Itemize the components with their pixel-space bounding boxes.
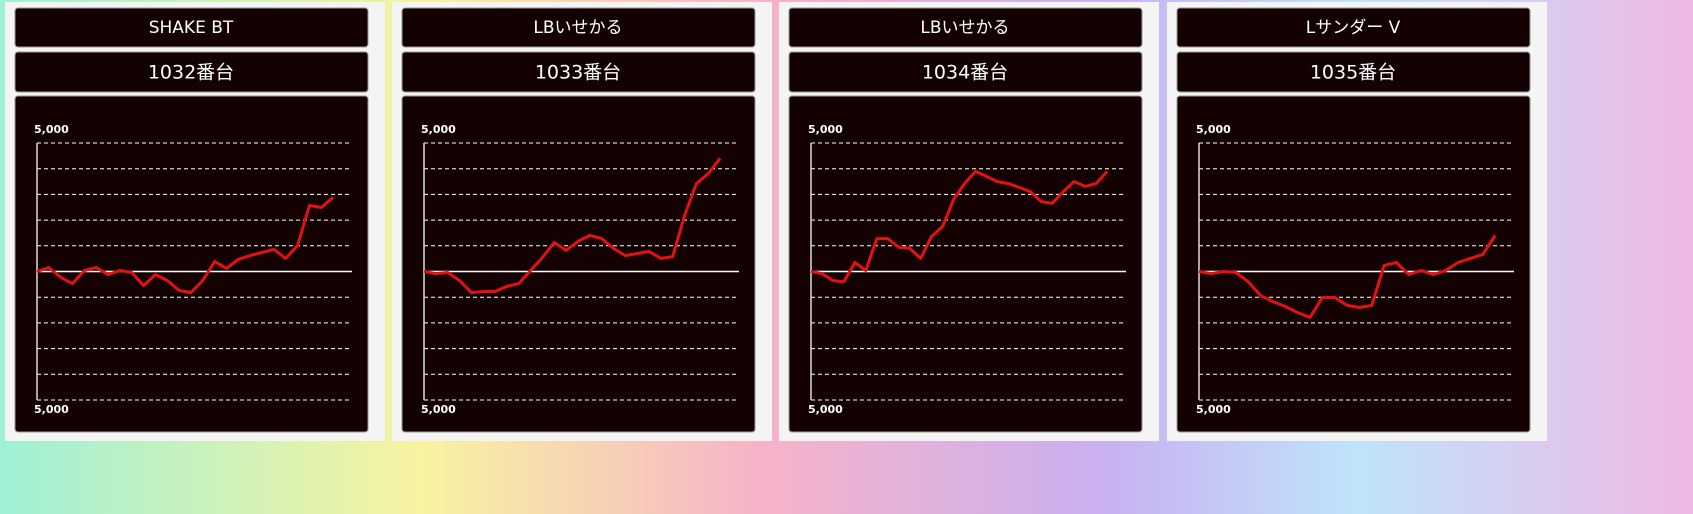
data-line <box>36 196 335 295</box>
machine-panel: SHAKE BT 1032番台 5,000 5,000 <box>5 2 385 441</box>
machine-panel: Lサンダー V 1035番台 5,000 5,000 <box>1167 2 1547 441</box>
subtitle-bar <box>14 51 369 93</box>
data-line <box>423 157 722 295</box>
y-tick-label: 5,000 <box>1196 123 1231 136</box>
title-bar <box>14 7 369 48</box>
chart-area <box>14 95 369 433</box>
y-tick-label: 5,000 <box>34 403 69 416</box>
machine-name: Lサンダー V <box>1306 18 1401 38</box>
machine-panel: LBいせかる 1034番台 5,000 5,000 <box>779 2 1159 441</box>
y-tick-label: 5,000 <box>808 403 843 416</box>
unit-number: 1034番台 <box>922 62 1008 84</box>
machine-name: LBいせかる <box>533 18 622 38</box>
y-tick-label: 5,000 <box>808 123 843 136</box>
title-bar <box>788 7 1143 48</box>
machine-name: LBいせかる <box>920 18 1009 38</box>
subtitle-bar <box>1176 51 1531 93</box>
subtitle-bar <box>788 51 1143 93</box>
chart-area <box>401 95 756 433</box>
unit-number: 1032番台 <box>148 62 234 84</box>
machine-panel: LBいせかる 1033番台 5,000 5,000 <box>392 2 772 441</box>
unit-number: 1035番台 <box>1310 62 1396 84</box>
title-bar <box>401 7 756 48</box>
chart-area <box>1176 95 1531 433</box>
title-bar <box>1176 7 1531 48</box>
machine-name: SHAKE BT <box>149 18 234 38</box>
chart-area <box>788 95 1143 433</box>
y-tick-label: 5,000 <box>421 123 456 136</box>
subtitle-bar <box>401 51 756 93</box>
data-line <box>1198 234 1497 319</box>
unit-number: 1033番台 <box>535 62 621 84</box>
y-tick-label: 5,000 <box>421 403 456 416</box>
y-tick-label: 5,000 <box>1196 403 1231 416</box>
y-tick-label: 5,000 <box>34 123 69 136</box>
data-line <box>810 170 1109 284</box>
